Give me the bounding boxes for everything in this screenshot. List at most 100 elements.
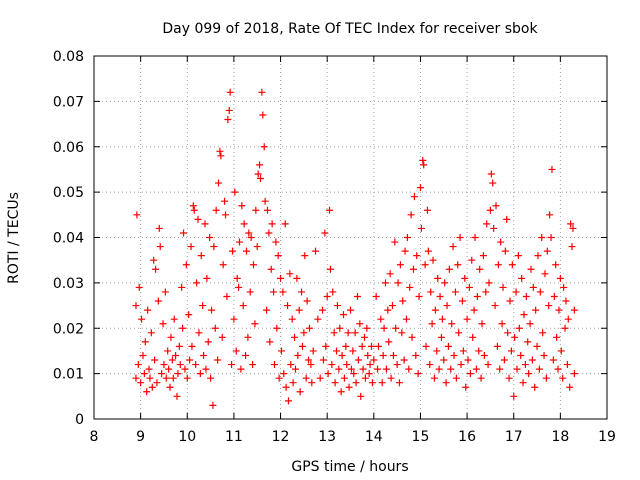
data-point [538,234,546,241]
data-point [471,234,479,241]
data-point [443,302,451,310]
data-point [162,374,170,382]
data-point [328,361,336,369]
data-point [296,388,304,396]
data-point [170,315,178,323]
gridlines [94,56,607,419]
data-point [539,329,547,337]
data-point [298,288,306,296]
data-point [462,383,470,391]
data-point [457,361,465,369]
data-point [468,256,476,264]
data-point [202,365,210,373]
data-point [431,306,439,314]
data-point [358,342,366,350]
data-point [338,351,346,359]
data-point [428,320,436,328]
data-point [494,261,502,269]
data-point [393,361,401,369]
data-point [247,234,255,241]
data-point [282,383,290,391]
y-tick-label: 0.06 [53,140,84,156]
data-point [351,329,359,337]
data-point [256,175,264,183]
data-point [505,374,513,382]
data-point [256,161,264,169]
data-point [270,288,278,296]
data-point [335,365,343,373]
data-point [430,374,438,382]
data-point [235,283,243,291]
data-point [399,297,407,305]
data-point [321,229,329,237]
data-point [546,211,554,219]
data-point [330,329,338,337]
data-point [144,306,152,314]
data-point [239,302,247,310]
data-point [174,370,182,378]
data-point [486,206,494,214]
data-point [484,361,492,369]
data-point [570,306,578,314]
data-point [231,188,239,196]
data-point [135,283,143,291]
data-point [284,397,292,405]
data-point [563,361,571,369]
data-point [245,229,253,237]
data-point [298,342,306,350]
data-point [365,370,373,378]
data-point [485,279,493,287]
data-point [441,279,449,287]
data-point [402,315,410,323]
chart-title: Day 099 of 2018, Rate Of TEC Index for r… [162,21,538,37]
data-point [307,361,315,369]
data-point [472,365,480,373]
data-point [222,211,230,219]
data-point [469,333,477,341]
data-point [424,247,432,255]
y-tick-label: 0.07 [53,94,84,110]
data-point [500,356,508,364]
data-point [349,347,357,355]
data-point [386,270,394,278]
data-point [249,261,257,269]
data-point [199,302,207,310]
data-point [228,361,236,369]
data-point [183,374,191,382]
data-point [444,342,452,350]
data-point [436,292,444,300]
data-point [352,379,360,387]
data-point [314,315,322,323]
data-point [435,365,443,373]
data-point [413,252,421,260]
data-point [366,361,374,369]
data-point [417,224,425,232]
data-point [543,247,551,255]
data-point [340,374,348,382]
data-point [504,329,512,337]
data-point [272,238,280,246]
data-point [357,392,365,400]
data-point [545,302,553,310]
data-point [368,379,376,387]
data-point [490,224,498,232]
data-point [381,279,389,287]
data-point [326,265,334,273]
data-point [379,351,387,359]
data-point [506,297,514,305]
data-point [359,365,367,373]
data-point [286,270,294,278]
data-point [265,229,273,237]
data-point [226,88,234,96]
data-point [382,365,390,373]
data-point [547,234,555,241]
data-point [452,374,460,382]
data-point [336,324,344,332]
data-point [221,197,229,205]
data-point [210,243,218,251]
data-point [148,383,156,391]
data-point [454,261,462,269]
data-point [132,302,140,310]
data-point [294,351,302,359]
data-point [541,270,549,278]
